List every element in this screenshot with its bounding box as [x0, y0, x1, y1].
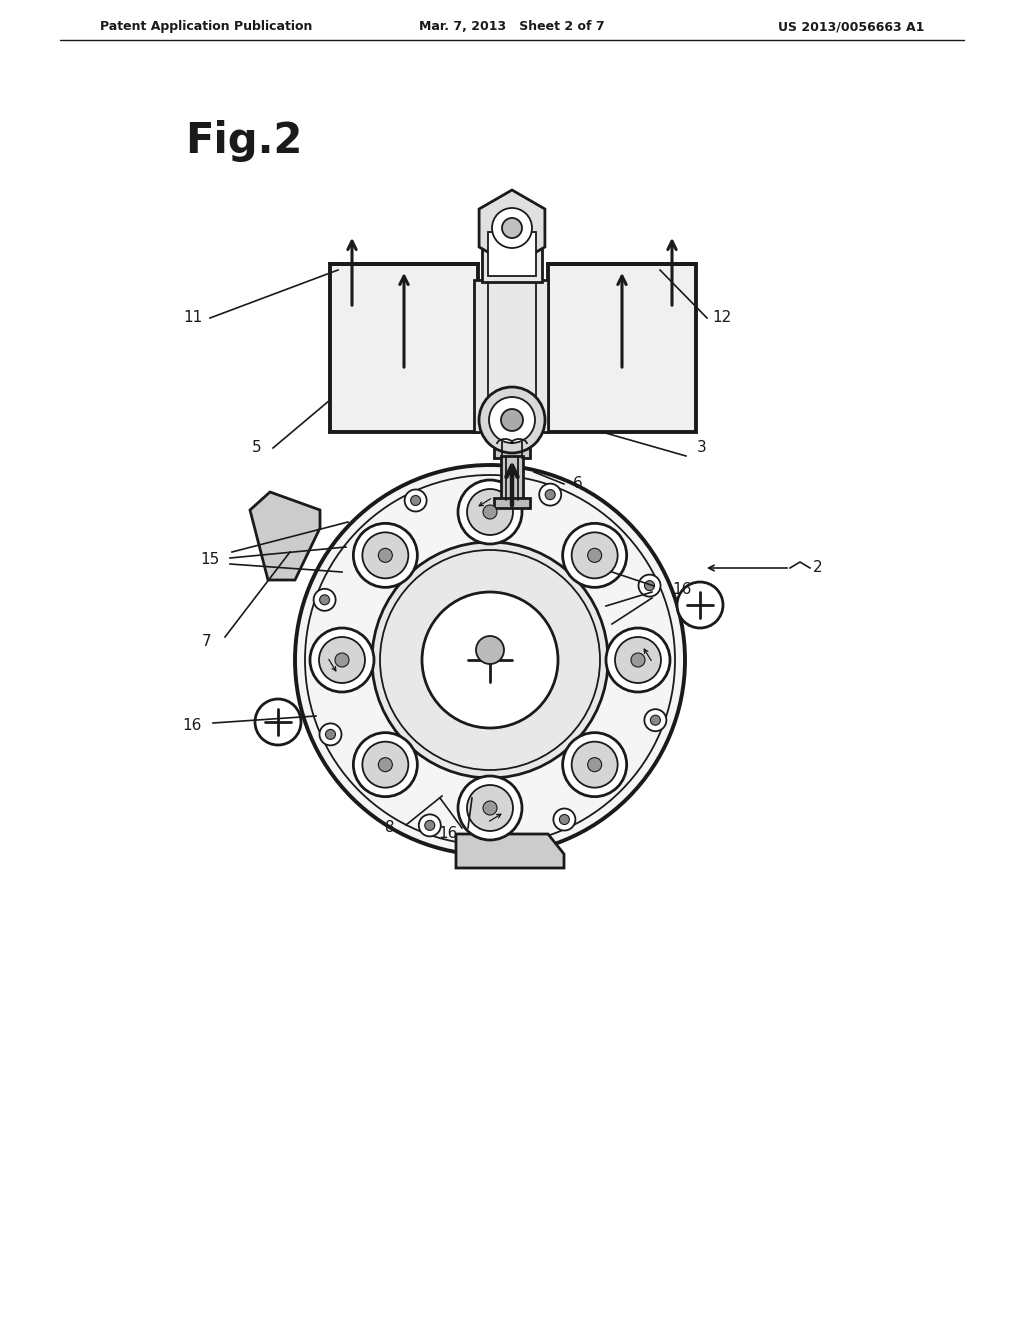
Circle shape [588, 758, 602, 772]
Polygon shape [494, 445, 530, 458]
Text: 8: 8 [385, 821, 395, 836]
Circle shape [476, 636, 504, 664]
Circle shape [319, 638, 365, 682]
Circle shape [588, 548, 602, 562]
Circle shape [502, 218, 522, 238]
Circle shape [326, 730, 336, 739]
Circle shape [644, 581, 654, 590]
Circle shape [353, 523, 418, 587]
Circle shape [631, 653, 645, 667]
Circle shape [559, 814, 569, 825]
Circle shape [362, 742, 409, 788]
Text: 16: 16 [182, 718, 202, 734]
Text: 15: 15 [201, 553, 219, 568]
Circle shape [319, 723, 341, 746]
Circle shape [615, 638, 662, 682]
Circle shape [378, 758, 392, 772]
Circle shape [458, 776, 522, 840]
Circle shape [458, 480, 522, 544]
Circle shape [606, 628, 670, 692]
Text: US 2013/0056663 A1: US 2013/0056663 A1 [777, 20, 924, 33]
Text: 2: 2 [813, 561, 823, 576]
Circle shape [501, 409, 523, 432]
Circle shape [467, 488, 513, 535]
Polygon shape [479, 190, 545, 267]
Text: 5: 5 [252, 441, 262, 455]
Circle shape [295, 465, 685, 855]
Bar [501, 455, 523, 500]
Text: 16: 16 [438, 826, 458, 842]
Bar [548, 264, 696, 432]
Circle shape [422, 591, 558, 729]
Text: 12: 12 [713, 310, 731, 326]
Circle shape [677, 582, 723, 628]
Circle shape [425, 821, 435, 830]
Circle shape [639, 574, 660, 597]
Text: Mar. 7, 2013   Sheet 2 of 7: Mar. 7, 2013 Sheet 2 of 7 [419, 20, 605, 33]
Circle shape [479, 387, 545, 453]
Circle shape [378, 548, 392, 562]
Circle shape [372, 543, 608, 777]
Circle shape [419, 814, 440, 837]
Circle shape [305, 475, 675, 845]
Text: 11: 11 [183, 310, 203, 326]
Circle shape [404, 490, 427, 511]
Text: Fig.2: Fig.2 [185, 120, 302, 162]
Circle shape [319, 595, 330, 605]
Bar [474, 280, 548, 432]
Circle shape [483, 506, 497, 519]
Circle shape [644, 709, 667, 731]
Circle shape [553, 809, 575, 830]
Circle shape [571, 532, 617, 578]
Circle shape [562, 733, 627, 797]
Polygon shape [456, 834, 564, 869]
Circle shape [313, 589, 336, 611]
Circle shape [255, 700, 301, 744]
Polygon shape [250, 492, 319, 579]
Bar [494, 498, 530, 508]
Text: 3: 3 [697, 441, 707, 455]
Circle shape [571, 742, 617, 788]
Circle shape [492, 209, 532, 248]
Circle shape [545, 490, 555, 499]
Circle shape [310, 628, 374, 692]
Bar [488, 232, 536, 276]
Text: 16: 16 [673, 582, 691, 598]
Bar [330, 264, 478, 432]
Circle shape [362, 532, 409, 578]
Text: 7: 7 [202, 635, 212, 649]
Circle shape [353, 733, 418, 797]
Text: 6: 6 [573, 477, 583, 491]
Bar [482, 228, 542, 282]
Circle shape [467, 785, 513, 832]
Circle shape [650, 715, 660, 725]
Circle shape [489, 397, 535, 444]
Text: Patent Application Publication: Patent Application Publication [100, 20, 312, 33]
Circle shape [411, 495, 421, 506]
Circle shape [540, 483, 561, 506]
Circle shape [483, 801, 497, 814]
Circle shape [380, 550, 600, 770]
Circle shape [335, 653, 349, 667]
Circle shape [562, 523, 627, 587]
